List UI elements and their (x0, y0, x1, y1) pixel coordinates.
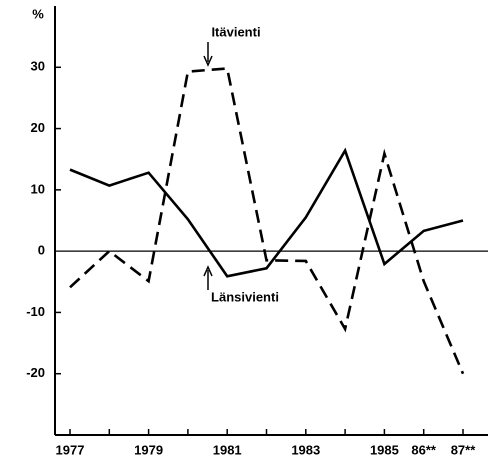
series-label: Länsivienti (211, 289, 279, 304)
x-tick-label: 1983 (291, 442, 320, 457)
series-line (69, 67, 465, 375)
y-tick-label: 0 (38, 243, 45, 258)
arrow-head (203, 55, 213, 67)
x-tick-label: 86** (411, 442, 437, 457)
series-line (69, 147, 464, 278)
x-tick-label: 87** (451, 442, 477, 457)
x-tick-label: 1981 (213, 442, 242, 457)
y-tick-label: -20 (26, 365, 45, 380)
x-tick-label: 1979 (134, 442, 163, 457)
series-label: Itävienti (211, 24, 260, 39)
y-axis-label: % (32, 6, 44, 21)
y-tick-label: 20 (31, 120, 45, 135)
x-tick-label: 1985 (370, 442, 399, 457)
y-tick-label: -10 (26, 304, 45, 319)
y-tick-label: 10 (31, 181, 45, 196)
arrow-head (203, 265, 213, 277)
y-tick-label: 30 (31, 59, 45, 74)
x-tick-label: 1977 (56, 442, 85, 457)
